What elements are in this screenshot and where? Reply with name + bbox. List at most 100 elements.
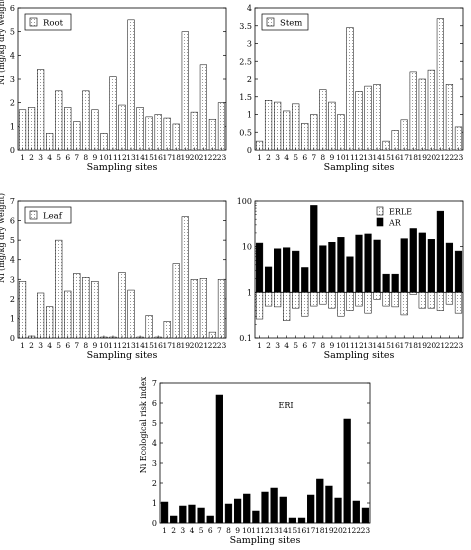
x-tick-label: 15 <box>381 341 391 350</box>
legend-label-erle: ERLE <box>389 208 412 217</box>
x-tick-label: 10 <box>99 153 109 162</box>
y-tick-label: 3 <box>10 275 15 284</box>
bar-3 <box>179 505 187 524</box>
bar-1 <box>160 501 169 524</box>
y-axis-label: Ni (mg/kg dry weight) <box>0 193 6 283</box>
legend-label: Leaf <box>43 212 63 222</box>
bar-ar-16 <box>391 273 399 293</box>
bar-ar-23 <box>454 250 463 293</box>
x-tick-label: 8 <box>320 341 325 350</box>
x-tick-label: 2 <box>266 341 271 350</box>
legend-swatch <box>29 210 38 220</box>
bar-18 <box>172 263 180 339</box>
bar-2 <box>27 107 36 151</box>
y-tick-label: 1.5 <box>239 93 252 102</box>
x-tick-label: 19 <box>181 341 191 350</box>
x-tick-label: 2 <box>29 153 34 162</box>
bar-ar-17 <box>400 238 408 293</box>
x-tick-label: 13 <box>126 341 136 350</box>
bar-ar-13 <box>364 233 372 293</box>
x-tick-label: 15 <box>144 153 154 162</box>
x-tick-label: 22 <box>352 526 362 535</box>
bar-ar-1 <box>255 242 264 293</box>
x-tick-label: 16 <box>297 526 307 535</box>
x-tick-label: 10 <box>336 341 346 350</box>
bar-ar-8 <box>319 245 327 293</box>
bar-erle-22 <box>445 292 454 305</box>
x-tick-label: 5 <box>293 153 298 162</box>
bar-ar-14 <box>373 239 381 293</box>
x-tick-label: 6 <box>302 341 307 350</box>
x-tick-label: 10 <box>242 526 252 535</box>
x-tick-label: 20 <box>333 526 343 535</box>
bar-21 <box>199 278 207 339</box>
bar-13 <box>127 289 135 339</box>
bar-12 <box>261 491 269 524</box>
x-tick-label: 18 <box>171 153 181 162</box>
bar-22 <box>445 84 454 151</box>
x-tick-label: 5 <box>199 526 204 535</box>
y-tick-label: 0 <box>10 334 15 343</box>
bar-ar-19 <box>418 232 426 293</box>
bar-3 <box>37 292 45 339</box>
x-tick-label: 1 <box>257 341 262 350</box>
x-tick-label: 10 <box>99 341 109 350</box>
bar-erle-23 <box>454 292 463 314</box>
bar-erle-15 <box>382 292 390 307</box>
bar-23 <box>454 126 463 151</box>
x-tick-label: 3 <box>275 153 280 162</box>
bar-17 <box>307 494 315 524</box>
bar-erle-1 <box>255 292 264 320</box>
bar-9 <box>233 498 242 524</box>
y-axis-label: Ni Ecological risk index <box>139 376 148 473</box>
bar-erle-18 <box>409 292 417 295</box>
x-tick-label: 14 <box>278 526 288 535</box>
x-tick-label: 23 <box>217 341 227 350</box>
legend-swatch <box>266 17 275 27</box>
bar-ar-3 <box>274 248 282 293</box>
x-tick-label: 7 <box>217 526 222 535</box>
y-tick-label: 0 <box>247 146 252 155</box>
x-tick-label: 4 <box>284 153 289 162</box>
bar-ar-22 <box>445 242 454 293</box>
legend-label-ar: AR <box>388 219 402 228</box>
x-tick-label: 16 <box>153 341 163 350</box>
x-tick-label: 9 <box>235 526 240 535</box>
bar-15 <box>145 315 153 339</box>
x-tick-label: 11 <box>345 153 355 162</box>
y-tick-label: 5 <box>10 28 15 37</box>
bar-8 <box>82 277 90 339</box>
bar-erle-13 <box>364 292 372 314</box>
bar-11 <box>346 27 354 151</box>
y-tick-label: 2.5 <box>239 57 252 66</box>
bar-7 <box>73 121 81 151</box>
x-tick-label: 9 <box>329 153 334 162</box>
bar-23 <box>217 102 226 151</box>
x-tick-label: 7 <box>311 153 316 162</box>
bar-ar-9 <box>328 241 336 293</box>
bar-19 <box>181 216 189 339</box>
bar-erle-8 <box>319 292 327 305</box>
y-tick-label: 0 <box>10 146 15 155</box>
bar-7 <box>310 114 318 151</box>
x-tick-label: 12 <box>354 153 364 162</box>
legend-swatch-erle <box>376 206 384 216</box>
x-tick-label: 8 <box>226 526 231 535</box>
x-tick-label: 20 <box>427 153 437 162</box>
bar-erle-19 <box>418 292 426 309</box>
x-tick-label: 11 <box>251 526 261 535</box>
bar-ar-10 <box>337 237 345 293</box>
x-tick-label: 1 <box>257 153 262 162</box>
bar-8 <box>82 90 90 151</box>
bar-18 <box>172 123 180 151</box>
bar-erle-2 <box>264 292 273 307</box>
bar-erle-16 <box>391 292 399 308</box>
y-tick-label: 2 <box>10 99 15 108</box>
x-tick-label: 6 <box>302 153 307 162</box>
bar-21 <box>436 18 444 151</box>
x-axis-label: Sampling sites <box>87 162 158 173</box>
legend-label: Root <box>43 19 64 29</box>
y-tick-label: 4 <box>247 4 252 13</box>
bar-ar-21 <box>436 210 444 293</box>
